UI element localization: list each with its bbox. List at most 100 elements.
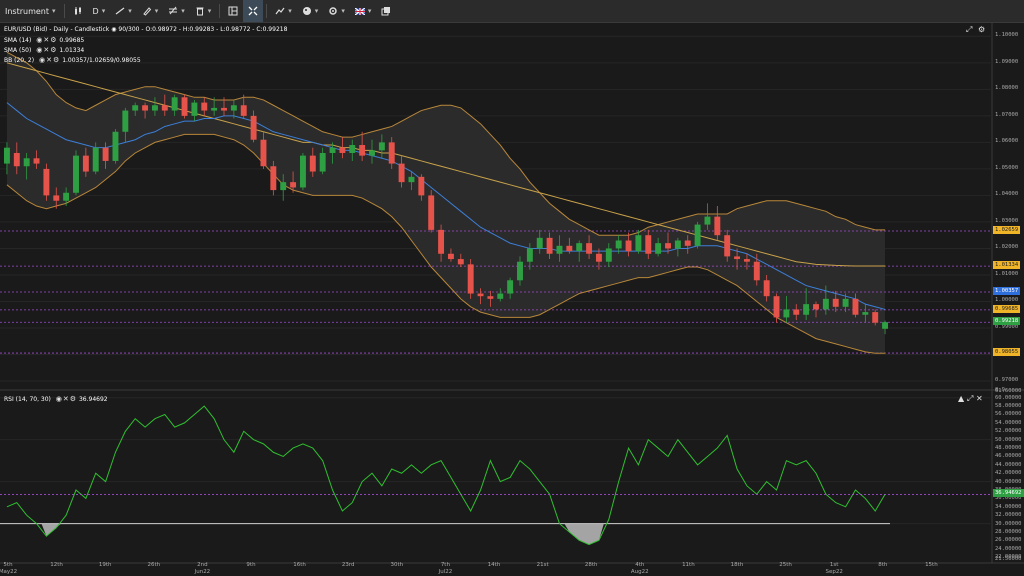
price-marker-label: 0.99218 (993, 317, 1021, 326)
price-tick-label: 1.04000 (995, 191, 1019, 198)
fit-chart-button[interactable] (243, 0, 264, 22)
draw-tool-button[interactable]: ▾ (137, 0, 164, 22)
candle-body (576, 243, 583, 252)
candle-body (388, 142, 395, 164)
rsi-tick-label: 30.00000 (995, 520, 1022, 527)
delete-button[interactable]: ▾ (190, 0, 217, 22)
maximize-icon[interactable]: ⤢ (966, 25, 973, 34)
time-tick-label: 26th (147, 562, 161, 568)
gear-icon (329, 7, 338, 15)
rsi-tick-label: 61.60000 (995, 388, 1022, 394)
time-tick-label: 7th (440, 562, 450, 568)
candle-body (822, 298, 829, 310)
candle-body (92, 147, 99, 172)
bb-label: BB (20, 2) (4, 57, 35, 64)
time-tick-label: 5th (3, 562, 13, 568)
time-tick-label: 12th (50, 562, 63, 568)
rsi-legend[interactable]: RSI (14, 70, 30) ◉✕⚙ 36.94692 (4, 395, 108, 403)
bb-legend[interactable]: BB (20, 2) ◉✕⚙ 1.00357/1.02659/0.98055 (4, 56, 141, 64)
language-button[interactable]: ▾ (350, 0, 377, 22)
rsi-tick-label: 24.00000 (995, 545, 1022, 552)
candle-body (142, 105, 149, 111)
indicator-controls-icon[interactable]: ◉✕⚙ (36, 36, 58, 44)
price-marker-label: 0.99685 (993, 304, 1021, 313)
candle-body (260, 139, 267, 167)
price-marker-label: 1.02659 (993, 225, 1021, 234)
maximize-icon[interactable]: ⤢ (967, 394, 974, 403)
fibonacci-tool-button[interactable]: ▾ (163, 0, 190, 22)
candle-body (428, 195, 435, 230)
chart-canvas[interactable] (0, 23, 1024, 576)
sma50-legend[interactable]: SMA (50) ◉✕⚙ 1.01334 (4, 46, 84, 54)
rsi-tick-label: 46.00000 (995, 453, 1022, 460)
rsi-tick-label: 48.00000 (995, 445, 1022, 452)
candle-body (536, 237, 543, 249)
main-legend-title-row: EUR/USD (Bid) - Daily - Candlestick ◉ 90… (4, 26, 287, 33)
candlestick-icon (74, 7, 81, 15)
candle-body (852, 298, 859, 315)
candle-body (694, 224, 701, 246)
theme-button[interactable]: ▾ (297, 0, 324, 22)
candle-body (625, 240, 632, 252)
candle-body (23, 158, 30, 167)
candle-body (418, 176, 425, 196)
candle-body (250, 115, 257, 140)
layout-button[interactable] (223, 0, 243, 22)
candle-body (447, 253, 454, 260)
fibonacci-icon (169, 6, 178, 15)
candle-body (882, 322, 889, 329)
candle-body (122, 110, 129, 132)
candle-body (161, 105, 168, 111)
indicators-button[interactable]: ▾ (270, 0, 297, 22)
line-tool-button[interactable]: ▾ (110, 0, 137, 22)
candle-body (33, 158, 40, 164)
sma14-legend[interactable]: SMA (14) ◉✕⚙ 0.99685 (4, 36, 84, 44)
chevron-down-icon: ▾ (341, 7, 345, 15)
indicator-icon (275, 7, 285, 15)
candle-body (665, 243, 671, 249)
price-tick-label: 1.05000 (995, 164, 1019, 171)
candle-body (339, 147, 346, 153)
chevron-down-icon: ▾ (101, 7, 106, 15)
price-marker-label: 1.00357 (993, 287, 1021, 296)
candle-body (684, 240, 691, 246)
rsi-tick-label: 28.00000 (995, 528, 1022, 535)
candle-body (724, 235, 731, 257)
candle-body (645, 235, 652, 254)
candle-body (477, 293, 484, 297)
timeframe-label: D (92, 6, 99, 16)
indicator-controls-icon[interactable]: ◉✕⚙ (36, 46, 58, 54)
candle-body (803, 304, 810, 315)
rsi-line (6, 405, 886, 546)
indicator-controls-icon[interactable]: ◉✕⚙ (39, 56, 61, 64)
eye-icon[interactable]: ◉ (111, 26, 117, 33)
toolbar-divider (219, 4, 221, 18)
toolbar-divider (266, 4, 268, 18)
candle-body (517, 261, 523, 281)
move-up-icon[interactable]: ▲ (958, 394, 965, 403)
price-tick-label: 1.10000 (995, 32, 1019, 39)
candle-body (270, 166, 277, 191)
indicator-controls-icon[interactable]: ◉✕⚙ (55, 395, 78, 403)
close-icon[interactable]: ✕ (976, 394, 983, 403)
time-tick-label: 30th (390, 562, 404, 568)
timeframe-menu[interactable]: D ▾ (88, 0, 111, 22)
chart-type-button[interactable] (68, 0, 88, 22)
time-tick-label: 14th (487, 562, 501, 568)
layout-icon (228, 6, 238, 16)
settings-button[interactable]: ▾ (323, 0, 350, 22)
candle-body (467, 264, 474, 294)
chevron-down-icon: ▾ (52, 7, 56, 15)
time-month-label: Jul22 (438, 569, 453, 575)
rsi-oversold-fill (41, 523, 62, 537)
gear-icon[interactable]: ⚙ (978, 25, 986, 34)
rsi-tick-label: 60.00000 (995, 394, 1022, 401)
trendline-icon (115, 7, 125, 15)
popout-button[interactable] (376, 0, 396, 22)
candle-body (398, 163, 405, 183)
candle-body (813, 304, 819, 310)
rsi-tick-label: 58.00000 (995, 403, 1022, 410)
ohlc-readout: 90/300 - O:0.98972 - H:0.99283 - L:0.987… (118, 26, 288, 33)
instrument-menu[interactable]: Instrument ▾ (0, 0, 61, 22)
candle-body (290, 182, 297, 188)
